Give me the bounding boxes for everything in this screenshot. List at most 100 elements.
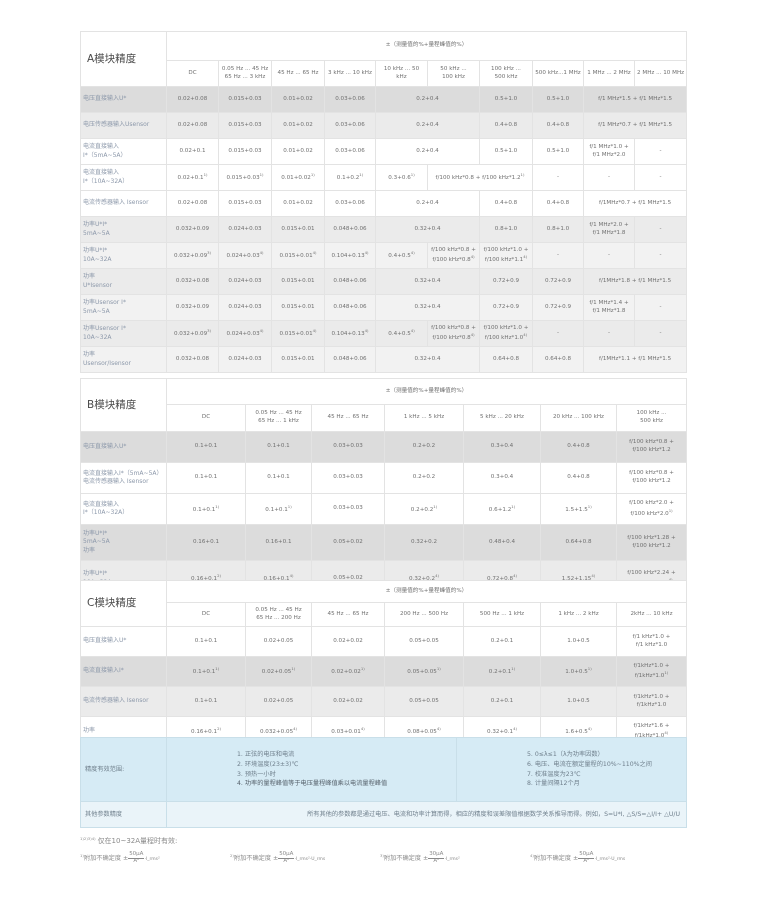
value-text: -: [607, 251, 611, 258]
value-text: 0.64+0.8: [544, 355, 572, 362]
value-cell: f/100 kHz*1.0 + f/100 kHz*1.14): [479, 242, 533, 269]
footnote-intro: 仅在10~32A量程时有效:: [97, 837, 178, 846]
value-text: 0.05+0.02: [333, 574, 363, 581]
value-cell: 0.48+0.4: [463, 524, 541, 561]
footnote-ref: 1): [410, 172, 415, 178]
value-cell: 0.02+0.08: [166, 112, 219, 139]
footnote-ref: 4): [470, 332, 475, 338]
footnote-ref: 1): [587, 503, 592, 509]
module-a-accuracy-table: A模块精度 ±（测量值的%+量程峰值的%） DC 0.05 Hz ... 45 Hz …: [80, 31, 688, 373]
value-text: 0.1+0.1: [267, 443, 290, 450]
value-text: f/1 MHz*1.5 + f/1 MHz*1.5: [598, 95, 673, 102]
value-text: 0.024+0.03: [228, 355, 262, 362]
value-cell: 0.032+0.093): [166, 320, 219, 347]
value-cell: -: [633, 320, 688, 347]
value-text: -: [659, 225, 662, 232]
value-cell: 0.048+0.06: [324, 294, 376, 321]
value-cell: 0.015+0.014): [271, 242, 325, 269]
value-cell: 0.1+0.21): [324, 164, 376, 191]
footnote-mark: 1): [80, 853, 84, 858]
value-text: 0.32+0.4: [414, 225, 441, 232]
value-cell: 0.05+0.05: [384, 686, 464, 717]
value-text: 0.32+0.4: [414, 277, 441, 284]
value-text: 0.16+0.1: [191, 729, 218, 736]
value-text: 0.08+0.05: [407, 729, 437, 736]
footnote-ref: 4): [669, 577, 673, 582]
value-text: 0.32+0.2: [409, 576, 436, 583]
value-text: 0.104+0.13: [331, 253, 365, 260]
footnote-ref: 1): [511, 666, 516, 672]
value-cell: 0.1+0.1: [245, 462, 312, 494]
value-cell: 0.015+0.03: [218, 190, 272, 217]
value-text: 0.032+0.05: [259, 729, 294, 736]
value-text: 0.2+0.4: [416, 147, 439, 154]
footnote-ref: 1): [215, 666, 220, 672]
value-text: 1.0+0.5: [567, 637, 590, 644]
value-text: 0.64+0.8: [492, 355, 520, 362]
value-cell: -: [633, 138, 688, 165]
footnote-ref: 1): [310, 172, 315, 178]
column-header: 5 kHz ... 20 kHz: [463, 404, 541, 432]
value-cell: 0.104+0.134): [324, 242, 376, 269]
value-cell: 0.4+0.8: [532, 112, 584, 139]
value-text: 0.72+0.9: [492, 303, 520, 310]
table-title: C模块精度: [80, 580, 167, 627]
value-cell: -: [532, 242, 584, 269]
value-cell: -: [633, 242, 688, 269]
value-text: 0.03+0.06: [335, 121, 365, 128]
footnote-ref: 4): [312, 328, 317, 334]
row-label: 功率U*I* 10A~32A: [80, 242, 167, 269]
value-text: -: [556, 251, 560, 258]
value-text: 0.02+0.05: [263, 637, 294, 644]
value-text: f/1 MHz*0.7 + f/1 MHz*1.5: [598, 121, 673, 128]
value-text: 0.2+0.2: [412, 443, 436, 450]
value-cell: 0.024+0.03: [218, 268, 272, 295]
value-text: 0.5+1.0: [546, 95, 570, 102]
footnote-ref: 4): [259, 250, 264, 256]
value-text: 0.02+0.1: [177, 175, 204, 182]
range-label: 精度有效范围:: [80, 737, 167, 802]
footnote-marks: 1)2)3)4): [80, 836, 96, 841]
value-text: 1.6+0.5: [565, 729, 588, 736]
column-header: 50 kHz ... 100 kHz: [427, 60, 480, 87]
column-header: 0.05 Hz ... 45 Hz 65 Hz ... 3 kHz: [218, 60, 272, 87]
value-text: 0.64+0.8: [565, 538, 592, 545]
value-text: 0.015+0.01: [281, 303, 315, 310]
table-title: B模块精度: [80, 378, 167, 432]
value-text: 0.32+0.1: [487, 729, 514, 736]
module-b-accuracy-table: B模块精度 ±（测量值的%+量程峰值的%） DC 0.05 Hz ... 45 Hz …: [80, 378, 688, 597]
footnote-ref: 4): [360, 726, 365, 732]
column-header: 500 kHz...1 MHz: [532, 60, 584, 87]
table-row: 电流直接输入 I*（10A~32A） 0.02+0.11) 0.015+0.031)…: [80, 164, 688, 191]
value-text: f/1 MHz*1.0 + f/1 MHz*2.0: [589, 143, 629, 158]
value-cell: 0.048+0.06: [324, 346, 376, 373]
value-cell: -: [633, 294, 688, 321]
value-text: 0.5+1.0: [494, 147, 518, 154]
value-text: 0.1+0.1: [265, 506, 288, 513]
value-text: 0.015+0.03: [228, 95, 262, 102]
column-header: 100 kHz ... 500 kHz: [615, 404, 688, 432]
value-text: 0.02+0.1: [179, 147, 206, 154]
value-cell: 0.72+0.9: [532, 294, 584, 321]
table-row: 电流直接输入 I*（5mA~5A） 0.02+0.1 0.015+0.03 0.01+…: [80, 138, 688, 165]
row-label: 电压传感器输入Usensor: [80, 112, 167, 139]
value-cell: f/1 MHz*0.7 + f/1 MHz*1.5: [582, 112, 688, 139]
footnote-ref: 4): [259, 328, 264, 334]
value-text: -: [659, 329, 662, 336]
value-cell: -: [633, 216, 688, 243]
value-text: 0.32+0.2: [410, 538, 438, 545]
value-cell: 0.4+0.8: [540, 462, 617, 494]
value-text: f/1 kHz*1.0 + f/1 kHz*1.0: [632, 633, 671, 648]
value-cell: 0.1+0.1: [166, 686, 246, 717]
value-cell: 1.0+0.5: [540, 686, 617, 717]
footnote-ref: 4): [523, 332, 528, 338]
column-header: 10 kHz ... 50 kHz: [375, 60, 428, 87]
value-text: 0.015+0.03: [228, 121, 262, 128]
value-text: f/1MHz*1.8 + f/1 MHz*1.5: [598, 277, 672, 284]
fraction-denominator: A²: [433, 857, 440, 864]
column-header: DC: [166, 602, 246, 627]
value-text: 0.2+0.1: [488, 669, 512, 676]
value-text: 0.3+0.4: [490, 474, 514, 481]
value-text: 0.01+0.02: [281, 175, 311, 182]
value-text: 0.1+0.1: [194, 474, 218, 481]
